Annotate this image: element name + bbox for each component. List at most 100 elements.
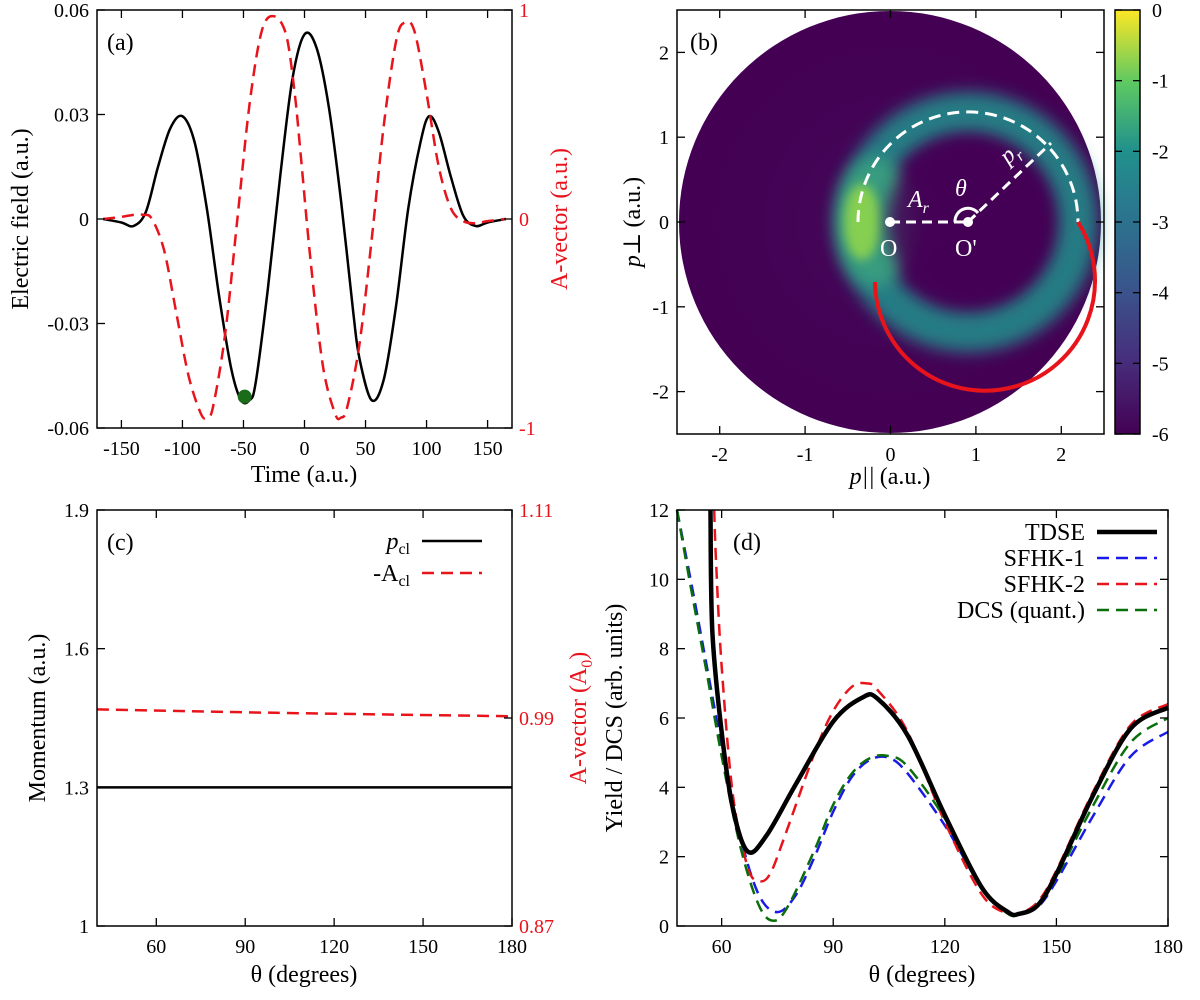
electric-field-line xyxy=(102,31,507,405)
panel-a-label: (a) xyxy=(107,30,134,56)
panel-b-label: (b) xyxy=(690,30,718,56)
panel-d-ytick-label: 8 xyxy=(659,639,669,661)
panel-b-xtick-label: -2 xyxy=(711,444,728,466)
panel-b-xtick-label: 0 xyxy=(886,444,896,466)
panel-d-ytick-label: 6 xyxy=(659,708,669,730)
panel-c-xlabel: θ (degrees) xyxy=(251,962,358,988)
legend-sfhk1-label: SFHK-1 xyxy=(1004,546,1085,572)
panel-a-xtick-label: -50 xyxy=(230,438,257,460)
panel-d-xtick-label: 150 xyxy=(1041,936,1071,958)
panel-c-label: (c) xyxy=(107,530,134,556)
label-Ar: Ar xyxy=(906,187,930,217)
panel-c-xtick-label: 180 xyxy=(497,936,527,958)
panel-c-ytick-label: 1 xyxy=(79,916,89,938)
heatmap-hotspot xyxy=(844,184,880,260)
panel-a-xtick-label: -100 xyxy=(164,438,201,460)
panel-a-xtick-label: 50 xyxy=(356,438,376,460)
panel-d-label: (d) xyxy=(733,530,761,556)
panel-c-xtick-label: 60 xyxy=(146,936,166,958)
panel-a-xtick-label: 100 xyxy=(412,438,442,460)
dcs-quant-line xyxy=(675,509,1169,923)
panel-c-ytick-label: 1.3 xyxy=(64,777,89,799)
label-O-prime: O' xyxy=(955,236,977,262)
panel-d-xtick-label: 180 xyxy=(1153,936,1183,958)
panel-d-ytick-label: 2 xyxy=(659,847,669,869)
sfhk2-line xyxy=(712,509,1169,918)
label-O: O xyxy=(880,236,897,262)
panel-a-frame xyxy=(96,9,513,429)
vector-pr-line xyxy=(966,141,1053,224)
panel-a-y2tick-label: 1 xyxy=(519,0,529,22)
panel-a-ytick-label: 0 xyxy=(79,209,89,231)
ring-red-arc xyxy=(873,220,1097,393)
panel-d-ylabel: Yield / DCS (arb. units) xyxy=(602,604,628,833)
panel-a-xtick-label: -150 xyxy=(103,438,140,460)
panel-c-y2label: A-vector (A0) xyxy=(566,652,596,785)
panel-a-y2label: A-vector (a.u.) xyxy=(547,148,573,290)
panel-c-ytick-label: 1.6 xyxy=(64,639,89,661)
panel-d-xtick-label: 120 xyxy=(930,936,960,958)
colorbar-tick-label: 0 xyxy=(1152,0,1162,22)
panel-b-xtick-label: -1 xyxy=(797,444,814,466)
panel-a-electric-field-plot: -150 -100 -50 0 50 100 150 0.06 0.03 0 -0.03 -0.06 1… xyxy=(8,0,573,488)
panel-a-xlabel: Time (a.u.) xyxy=(251,462,357,488)
panel-d-ytick-label: 10 xyxy=(649,569,669,591)
panel-c-y2tick-label: 1.11 xyxy=(519,500,553,522)
panel-b-xlabel: p|| (a.u.) xyxy=(848,464,931,490)
panel-d-legend: TDSE SFHK-1 SFHK-2 DCS (quant.) xyxy=(957,520,1157,624)
ring-dashed-white-arc xyxy=(856,110,1080,223)
colorbar-tick-label: -3 xyxy=(1152,212,1169,234)
panel-a-y2tick-label: 0 xyxy=(519,209,529,231)
label-theta: θ xyxy=(955,176,967,202)
theta-angle-arc xyxy=(953,206,980,223)
a-vector-line xyxy=(102,14,507,421)
panel-c-y2tick-label: 0.87 xyxy=(519,916,554,938)
panel-b-ylabel: p⊥(a.u.) xyxy=(620,177,646,269)
panel-d-xlabel: θ (degrees) xyxy=(869,962,976,988)
panel-a-ytick-label: 0.03 xyxy=(54,105,89,127)
panel-a-ytick-label: -0.06 xyxy=(47,418,89,440)
panel-d-ytick-label: 0 xyxy=(659,916,669,938)
legend-A-cl-label: -Acl xyxy=(373,561,410,590)
panel-c-ylabel: Momentum (a.u.) xyxy=(25,634,51,803)
a-cl-line xyxy=(96,708,513,718)
colorbar-tick-label: -5 xyxy=(1152,353,1169,375)
panel-b-xtick-label: 2 xyxy=(1056,444,1066,466)
panel-c-y2tick-label: 0.99 xyxy=(519,708,554,730)
colorbar-tick-label: -6 xyxy=(1152,424,1169,446)
panel-b-ytick-label: -2 xyxy=(652,382,669,404)
panel-d-ytick-label: 4 xyxy=(659,777,669,799)
legend-p-cl-label: pcl xyxy=(384,529,410,558)
panel-d-yield-plot: 60 90 120 150 180 12 10 8 6 4 2 0 (d) θ (degrees) Y… xyxy=(602,500,1183,988)
legend-dcs-label: DCS (quant.) xyxy=(957,598,1085,624)
panel-a-ytick-label: 0.06 xyxy=(54,0,89,22)
panel-c-xtick-label: 90 xyxy=(235,936,255,958)
panel-c-legend: pcl -Acl xyxy=(373,529,482,590)
origin-O-point xyxy=(885,217,895,227)
panel-b-ytick-label: 0 xyxy=(659,212,669,234)
panel-b-ytick-label: -1 xyxy=(652,297,669,319)
panel-d-xtick-label: 60 xyxy=(712,936,732,958)
panel-d-ytick-label: 12 xyxy=(649,500,669,522)
panel-c-xtick-label: 150 xyxy=(408,936,438,958)
colorbar-tick-label: -2 xyxy=(1152,141,1169,163)
panel-a-ytick-label: -0.03 xyxy=(47,314,89,336)
legend-tdse-label: TDSE xyxy=(1025,520,1085,546)
panel-d-frame xyxy=(676,509,1169,927)
panel-a-y2tick-label: -1 xyxy=(519,418,536,440)
legend-sfhk2-label: SFHK-2 xyxy=(1004,572,1085,598)
panel-c-xtick-label: 120 xyxy=(319,936,349,958)
origin-O-prime-point xyxy=(963,217,973,227)
panel-d-xtick-label: 90 xyxy=(823,936,843,958)
colorbar-tick-label: -4 xyxy=(1152,283,1169,305)
panel-a-ylabel: Electric field (a.u.) xyxy=(8,128,34,309)
colorbar-tick-label: -1 xyxy=(1152,71,1169,93)
panel-b-ytick-label: 1 xyxy=(659,127,669,149)
tdse-line xyxy=(708,509,1170,918)
panel-a-xtick-label: 0 xyxy=(300,438,310,460)
panel-b-ytick-label: 2 xyxy=(659,42,669,64)
panel-c-ytick-label: 1.9 xyxy=(64,500,89,522)
